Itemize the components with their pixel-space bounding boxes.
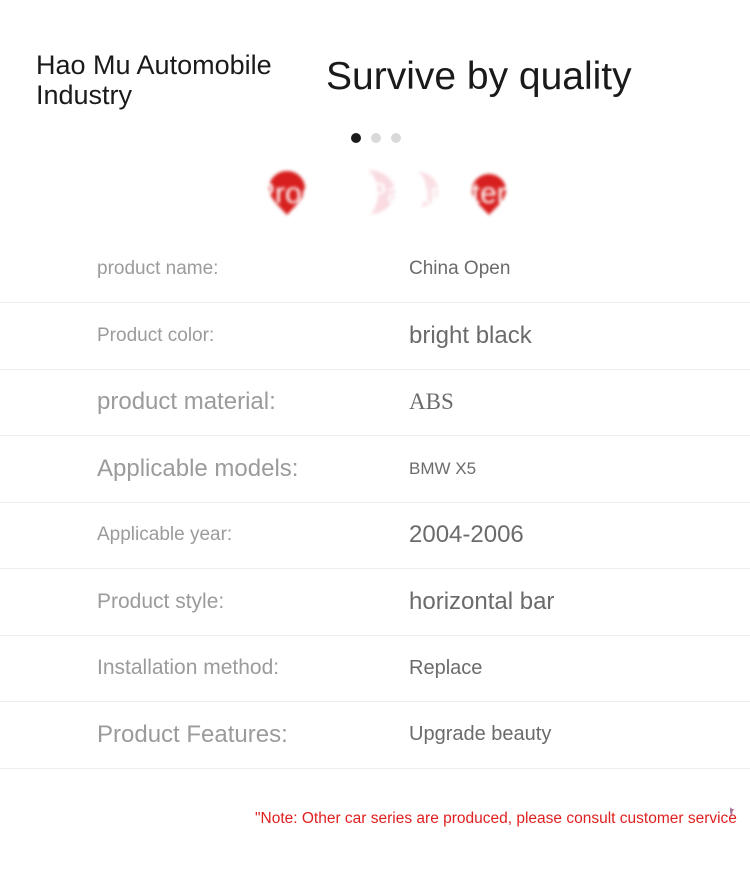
svg-text:Product Parameter: Product Parameter bbox=[255, 177, 507, 210]
